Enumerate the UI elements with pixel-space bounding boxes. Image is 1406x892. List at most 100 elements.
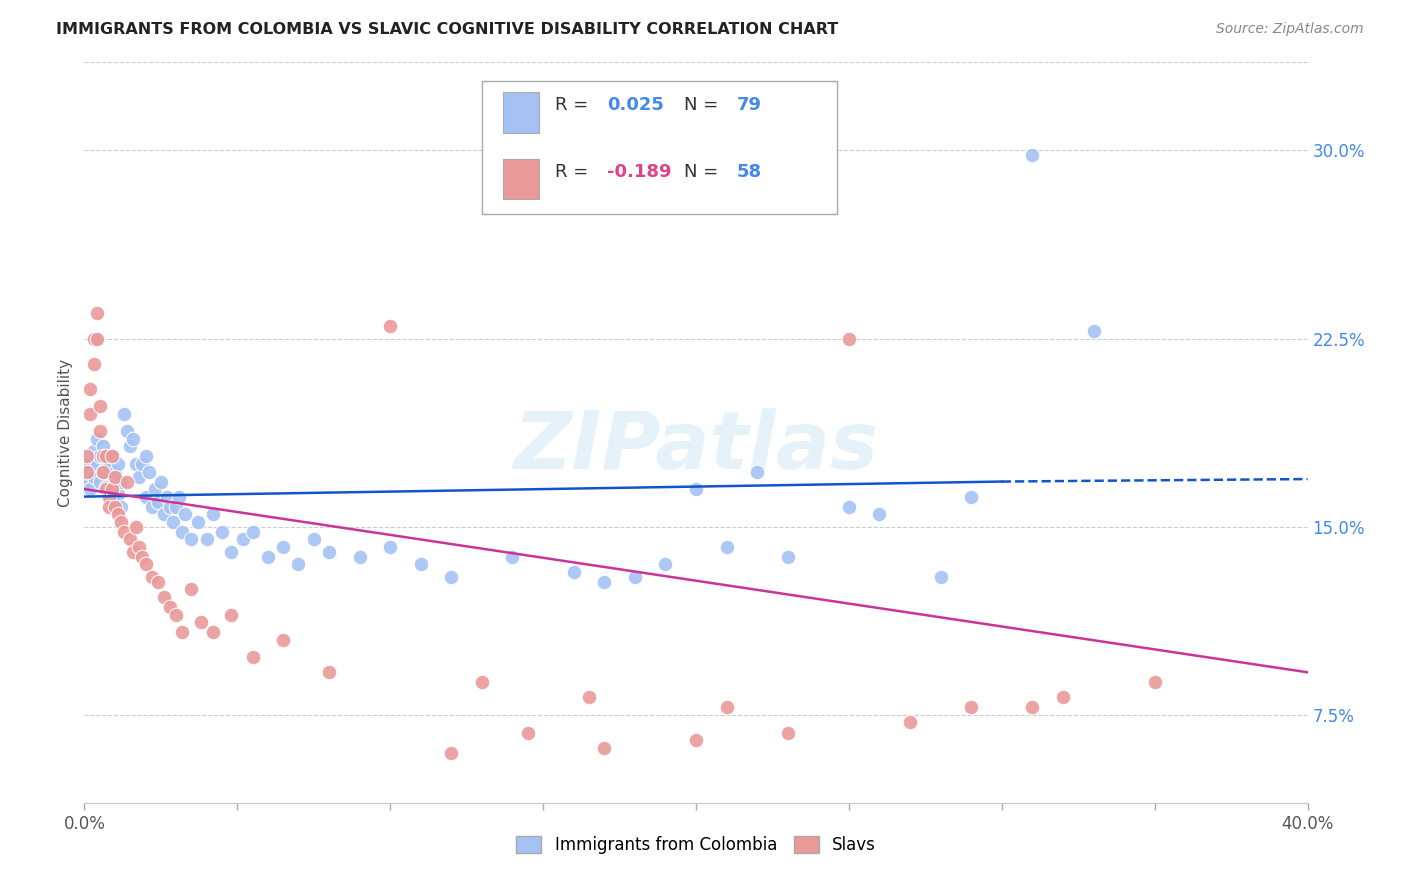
Point [89,399,111,413]
Point [776,549,799,564]
Point [120,533,142,547]
Point [101,450,124,464]
Point [79,382,101,396]
Point [186,515,208,529]
Point [94,454,117,468]
Point [97,459,120,474]
Point [174,507,197,521]
Point [593,574,616,589]
Point [201,625,224,640]
Point [101,482,124,496]
Point [349,549,371,564]
Point [838,331,860,345]
Point [776,725,799,739]
Point [94,482,117,496]
Point [180,533,202,547]
Point [898,715,921,730]
Point [146,574,169,589]
Y-axis label: Cognitive Disability: Cognitive Disability [58,359,73,507]
Point [94,450,117,464]
Point [257,549,280,564]
Point [76,465,98,479]
Point [271,540,294,554]
Point [180,582,202,597]
Text: N =: N = [683,96,724,114]
Point [112,524,135,539]
Point [131,457,153,471]
Point [104,465,127,479]
Point [195,533,218,547]
Point [141,570,163,584]
Point [153,590,176,604]
Point [654,558,676,572]
Point [380,540,402,554]
Point [159,500,181,514]
Point [380,318,402,333]
Point [135,558,157,572]
Text: Source: ZipAtlas.com: Source: ZipAtlas.com [1216,22,1364,37]
Point [440,570,463,584]
Point [219,545,242,559]
Point [107,487,129,501]
Point [86,457,108,471]
Point [716,700,738,714]
Point [167,490,190,504]
Point [135,490,157,504]
Point [190,615,212,629]
Point [86,432,108,446]
Point [929,570,952,584]
Text: R =: R = [555,96,595,114]
Point [86,331,108,345]
Point [101,479,124,493]
Point [83,469,105,483]
Point [562,565,585,579]
Point [107,457,129,471]
Point [960,700,983,714]
Point [131,549,153,564]
Point [409,558,432,572]
Bar [503,92,540,133]
Point [107,507,129,521]
Point [135,450,157,464]
Point [125,520,148,534]
Text: 0.025: 0.025 [606,96,664,114]
Point [578,690,600,705]
Point [153,507,176,521]
Point [115,475,138,489]
Point [83,331,105,345]
Point [146,494,169,508]
Point [593,740,616,755]
Point [97,490,120,504]
Point [83,357,105,371]
Point [89,475,111,489]
Point [101,450,124,464]
Point [1021,700,1043,714]
Point [83,444,105,458]
Bar [503,159,540,200]
Point [242,524,264,539]
Point [165,500,187,514]
Text: IMMIGRANTS FROM COLOMBIA VS SLAVIC COGNITIVE DISABILITY CORRELATION CHART: IMMIGRANTS FROM COLOMBIA VS SLAVIC COGNI… [56,22,838,37]
Point [838,500,860,514]
Point [1143,675,1166,690]
Point [287,558,309,572]
Point [86,306,108,320]
Point [76,475,98,489]
Point [162,515,184,529]
Point [89,425,111,439]
Point [110,515,132,529]
Point [1052,690,1074,705]
Text: -0.189: -0.189 [606,163,671,181]
Text: N =: N = [683,163,724,181]
Point [516,725,538,739]
Point [97,500,120,514]
Point [128,540,150,554]
Text: R =: R = [555,163,595,181]
Point [685,733,707,747]
Point [165,607,187,622]
Point [440,746,463,760]
Point [112,407,135,421]
Point [685,482,707,496]
Text: 58: 58 [737,163,762,181]
Point [219,607,242,622]
